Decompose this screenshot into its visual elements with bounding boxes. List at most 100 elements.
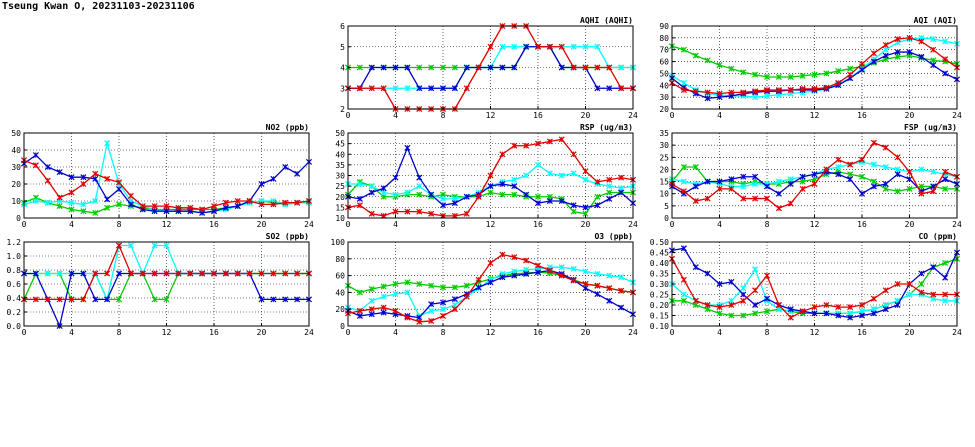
data-point-red <box>487 43 494 50</box>
data-point-red <box>930 291 937 298</box>
data-point-red <box>368 85 375 92</box>
y-tick-label: 30 <box>11 163 21 172</box>
data-point-green <box>151 296 158 303</box>
data-point-cyan <box>416 183 423 190</box>
data-point-red <box>930 46 937 53</box>
data-point-red <box>270 201 277 208</box>
data-point-red <box>570 277 577 284</box>
data-point-red <box>463 85 470 92</box>
x-tick-label: 12 <box>486 328 496 337</box>
data-point-blue <box>534 269 542 276</box>
data-point-red <box>92 270 99 277</box>
data-point-blue <box>428 301 435 308</box>
data-point-cyan <box>680 79 687 86</box>
data-point-red <box>558 272 565 279</box>
y-tick-label: 50 <box>335 129 345 138</box>
data-point-red <box>115 179 123 186</box>
data-point-cyan <box>752 266 759 273</box>
x-tick-label: 16 <box>533 328 543 337</box>
data-point-cyan <box>894 166 901 173</box>
data-point-blue <box>704 270 711 277</box>
data-point-blue <box>104 296 111 303</box>
data-point-red <box>752 195 759 202</box>
data-point-red <box>823 84 830 91</box>
x-tick-label: 4 <box>717 111 722 120</box>
y-tick-label: 60 <box>335 272 345 281</box>
data-point-red <box>163 270 170 277</box>
x-tick-label: 24 <box>628 111 638 120</box>
data-point-green <box>534 193 542 200</box>
data-point-cyan <box>392 85 399 92</box>
data-point-red <box>487 172 494 179</box>
data-point-cyan <box>606 272 613 279</box>
data-point-blue <box>451 200 458 207</box>
data-point-red <box>523 142 530 149</box>
data-point-green <box>942 259 949 267</box>
data-point-cyan <box>558 172 565 179</box>
data-point-red <box>570 151 577 158</box>
data-point-cyan <box>32 197 39 205</box>
data-point-blue <box>380 64 387 71</box>
data-point-blue <box>487 279 494 286</box>
data-point-red <box>356 307 363 314</box>
data-point-green <box>115 296 123 303</box>
data-point-green <box>570 208 577 215</box>
data-point-red <box>32 162 39 169</box>
y-tick-label: 15 <box>659 178 669 187</box>
data-point-red <box>392 208 399 215</box>
data-point-blue <box>618 304 625 311</box>
data-point-red <box>680 188 687 195</box>
data-point-green <box>728 65 735 72</box>
data-point-red <box>704 301 711 309</box>
data-point-red <box>775 301 782 309</box>
data-point-green <box>799 72 806 79</box>
data-point-red <box>199 270 206 277</box>
data-point-blue <box>523 270 530 277</box>
data-point-cyan <box>127 242 134 249</box>
chart-title: AQHI (AQHI) <box>580 16 633 25</box>
data-point-blue <box>606 297 613 304</box>
data-point-blue <box>210 208 218 215</box>
data-point-blue <box>68 174 75 181</box>
data-point-red <box>692 197 699 205</box>
data-point-green <box>392 280 399 288</box>
data-point-blue <box>511 64 518 71</box>
data-point-cyan <box>570 170 577 177</box>
data-point-green <box>368 286 375 293</box>
y-tick-label: 80 <box>659 34 669 43</box>
data-point-red <box>546 43 553 50</box>
data-point-cyan <box>392 191 399 198</box>
y-tick-label: 0.45 <box>650 249 669 258</box>
data-point-red <box>546 138 553 145</box>
data-point-red <box>139 203 146 210</box>
y-tick-label: 0.15 <box>650 312 669 321</box>
chart-co: 0 4 8 12 16 20 240.100.150.200.250.300.350.400… <box>650 232 962 337</box>
data-point-blue <box>799 173 806 180</box>
data-point-red <box>127 192 134 199</box>
data-point-green <box>858 173 866 180</box>
data-point-red <box>728 89 735 96</box>
data-point-cyan <box>594 270 601 277</box>
data-point-cyan <box>594 43 601 50</box>
data-point-cyan <box>404 289 411 296</box>
y-tick-label: 6 <box>340 22 345 31</box>
x-tick-label: 16 <box>209 220 219 229</box>
data-point-blue <box>918 53 925 60</box>
data-point-cyan <box>546 170 553 177</box>
data-point-cyan <box>752 94 759 101</box>
data-point-red <box>787 314 794 321</box>
data-point-cyan <box>870 161 877 168</box>
data-point-red <box>463 210 470 217</box>
data-point-blue <box>906 49 913 56</box>
data-point-green <box>404 279 411 286</box>
x-tick-label: 0 <box>346 328 351 337</box>
y-tick-label: 4 <box>340 64 345 73</box>
data-point-red <box>570 64 577 71</box>
data-point-green <box>115 201 123 208</box>
data-point-green <box>692 52 699 59</box>
data-point-green <box>835 68 842 75</box>
x-tick-label: 4 <box>393 328 398 337</box>
data-point-red <box>258 201 265 208</box>
x-tick-label: 0 <box>22 328 27 337</box>
x-tick-label: 4 <box>393 111 398 120</box>
